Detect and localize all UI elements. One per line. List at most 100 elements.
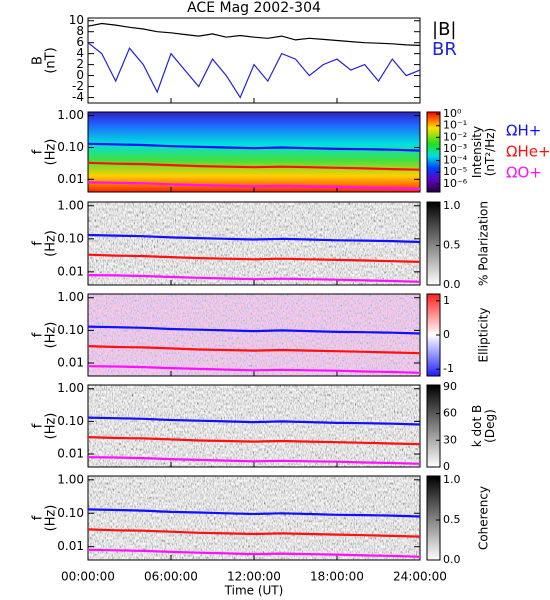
colorbar-tick-label: 0.5 <box>443 238 461 251</box>
colorbar-tick-label: 30 <box>443 433 457 446</box>
colorbar-tick-label: 0 <box>443 328 450 341</box>
y-axis-label: f <box>31 515 46 520</box>
y-tick-label: 0.01 <box>57 172 84 186</box>
colorbar-label: (nT²/Hz) <box>483 128 497 176</box>
y-axis-label: B <box>31 56 46 65</box>
x-tick-label: 12:00:00 <box>227 570 281 584</box>
y-axis-label: (Hz) <box>44 322 59 349</box>
spectrogram-image <box>88 112 420 192</box>
data-line <box>87 142 421 152</box>
colorbar-label: (Deg) <box>483 409 497 443</box>
colorbar-tick-label: 10⁻¹ <box>443 119 467 132</box>
colorbar-tick-label: 1 <box>443 294 450 307</box>
legend-label: BR <box>432 39 457 60</box>
y-tick-label: -4 <box>72 90 84 104</box>
colorbar-tick-label: 0.5 <box>443 513 461 526</box>
y-tick-label: 2 <box>76 57 84 71</box>
spectrogram-image <box>88 202 420 285</box>
y-axis-label: (Hz) <box>44 139 59 166</box>
data-line <box>87 456 421 465</box>
y-tick-label: 0 <box>76 68 84 82</box>
data-line <box>87 365 421 374</box>
x-axis-label: Time (UT) <box>224 584 284 598</box>
colorbar-label: Coherency <box>477 486 491 550</box>
spectrogram-texture <box>88 294 420 376</box>
y-axis-label: f <box>31 149 46 154</box>
colorbar-label: Intensity <box>470 126 484 178</box>
colorbar-tick-label: 10⁻⁵ <box>443 165 467 178</box>
y-tick-label: 4 <box>76 46 84 60</box>
data-line <box>87 325 421 335</box>
y-tick-label: -2 <box>72 79 84 93</box>
data-line <box>87 548 421 558</box>
legend-label: ΩHe+ <box>506 143 550 161</box>
colorbar <box>426 111 441 193</box>
y-tick-label: 10 <box>69 13 84 27</box>
colorbar <box>426 384 441 468</box>
data-line <box>87 253 421 263</box>
legend-label: ΩO+ <box>506 164 542 182</box>
colorbar-tick-label: 1.0 <box>443 473 461 486</box>
y-tick-label: 0.01 <box>57 539 84 553</box>
spectrogram-image <box>88 385 420 467</box>
colorbar-tick-label: 10⁻³ <box>443 142 467 155</box>
y-axis-label: (Hz) <box>44 505 59 532</box>
data-line <box>87 42 421 99</box>
y-tick-label: 1.00 <box>57 381 84 395</box>
colorbar-tick-label: 0 <box>443 460 450 473</box>
data-line <box>87 233 421 244</box>
y-axis-label: (nT) <box>44 47 59 73</box>
y-axis-label: (Hz) <box>44 230 59 257</box>
y-tick-label: 1.00 <box>57 198 84 212</box>
colorbar-tick-label: -1 <box>443 362 454 375</box>
colorbar-tick-label: 60 <box>443 407 457 420</box>
y-tick-label: 1.00 <box>57 290 84 304</box>
y-tick-label: 0.01 <box>57 447 84 461</box>
plot-frame <box>87 17 421 104</box>
data-line <box>87 345 421 355</box>
y-tick-label: 0.10 <box>57 506 84 520</box>
legend-label: |B| <box>432 19 456 40</box>
data-line <box>87 274 421 283</box>
y-tick-label: 0.10 <box>57 140 84 154</box>
colorbar-label: % Polarization <box>477 201 491 286</box>
y-axis-label: (Hz) <box>44 413 59 440</box>
x-tick-label: 24:00:00 <box>393 570 447 584</box>
data-line <box>87 436 421 446</box>
data-line <box>87 161 421 171</box>
y-axis-label: f <box>31 241 46 246</box>
y-tick-label: 0.10 <box>57 231 84 245</box>
colorbar-tick-label: 0.0 <box>443 278 461 291</box>
data-line <box>87 416 421 426</box>
colorbar-tick-label: 10⁰ <box>443 107 462 120</box>
y-axis-label: f <box>31 332 46 337</box>
x-tick-label: 06:00:00 <box>144 570 198 584</box>
colorbar <box>426 475 441 561</box>
x-tick-label: 18:00:00 <box>310 570 364 584</box>
legend-label: ΩH+ <box>506 122 541 140</box>
y-tick-label: 0.01 <box>57 356 84 370</box>
colorbar-tick-label: 0.0 <box>443 553 461 566</box>
y-tick-label: 0.01 <box>57 264 84 278</box>
colorbar-tick-label: 10⁻⁶ <box>443 177 468 190</box>
data-line <box>87 528 421 538</box>
data-line <box>87 508 421 518</box>
colorbar-label: Ellipticity <box>477 308 491 363</box>
data-line <box>87 22 421 46</box>
y-tick-label: 1.00 <box>57 472 84 486</box>
colorbar-tick-label: 90 <box>443 380 457 393</box>
y-axis-label: f <box>31 423 46 428</box>
colorbar <box>426 201 441 286</box>
y-tick-label: 0.10 <box>57 323 84 337</box>
colorbar-label: k dot B <box>470 405 484 447</box>
colorbar-tick-label: 10⁻⁴ <box>443 154 468 167</box>
y-tick-label: 1.00 <box>57 108 84 122</box>
chart-title: ACE Mag 2002-304 <box>187 0 321 16</box>
colorbar-tick-label: 1.0 <box>443 199 461 212</box>
colorbar-tick-label: 10⁻² <box>443 130 467 143</box>
y-tick-label: 0.10 <box>57 414 84 428</box>
y-tick-label: 6 <box>76 35 84 49</box>
y-tick-label: 8 <box>76 24 84 38</box>
data-line <box>87 181 421 190</box>
